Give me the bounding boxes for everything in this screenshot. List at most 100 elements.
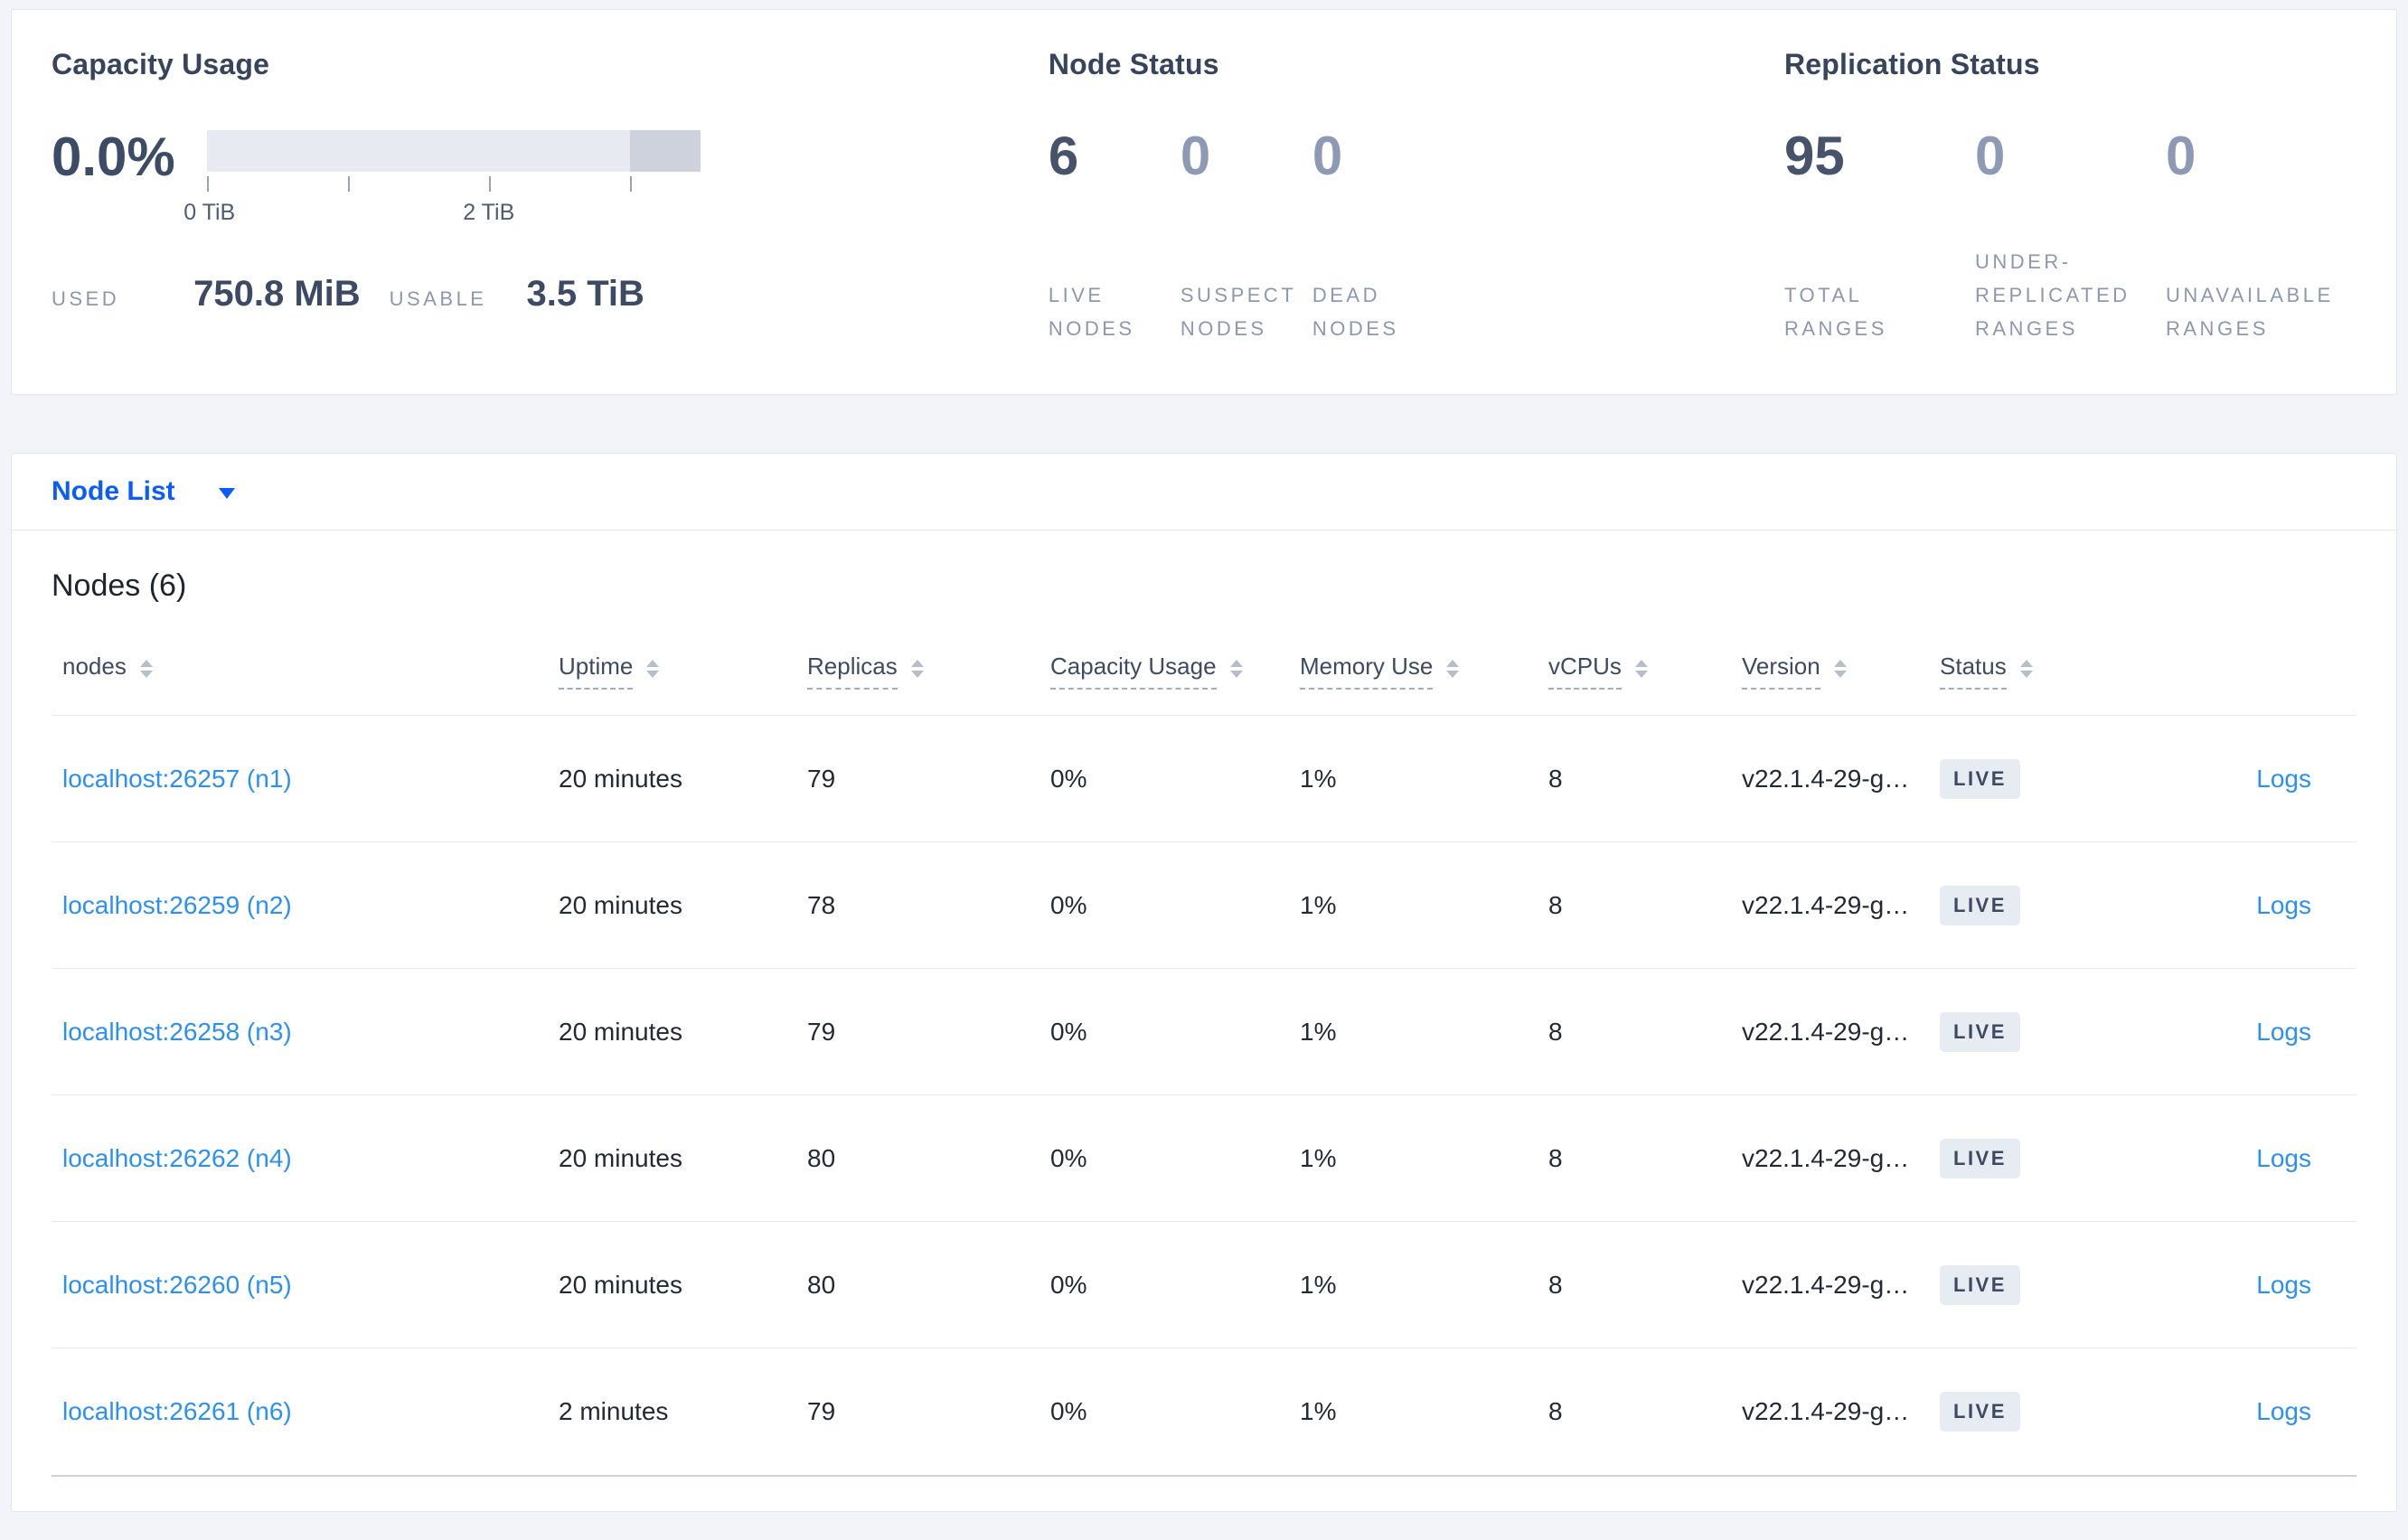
node-status-title: Node Status bbox=[1048, 48, 1219, 80]
node-cell: localhost:26261 (n6) bbox=[52, 1348, 548, 1475]
capacity-bar-chart: 0 TiB 2 TiB bbox=[183, 130, 701, 227]
usable-value: 3.5 TiB bbox=[526, 274, 644, 314]
capacity-usage-cell: 0% bbox=[1050, 1397, 1087, 1425]
logs-cell: Logs bbox=[2123, 1095, 2356, 1221]
dead-nodes-label: DEAD NODES bbox=[1312, 284, 1399, 340]
node-cell: localhost:26259 (n2) bbox=[52, 842, 548, 968]
logs-cell: Logs bbox=[2123, 842, 2356, 968]
unavailable-ranges-count: 0 bbox=[2166, 126, 2196, 186]
node-link[interactable]: localhost:26260 (n5) bbox=[62, 1270, 292, 1299]
column-header-version[interactable]: Version bbox=[1731, 627, 1929, 715]
node-cell: localhost:26262 (n4) bbox=[52, 1095, 548, 1221]
capacity-tick-label-0: 0 TiB bbox=[183, 200, 236, 225]
nodes-table-body: localhost:26257 (n1) 20 minutes 79 0% 1%… bbox=[52, 716, 2356, 1475]
node-link[interactable]: localhost:26257 (n1) bbox=[62, 764, 292, 793]
capacity-usage-cell: 0% bbox=[1050, 1017, 1087, 1046]
memory-use-cell: 1% bbox=[1300, 1143, 1337, 1172]
column-header-uptime[interactable]: Uptime bbox=[548, 627, 796, 715]
cluster-summary-panel: Capacity Usage 0.0% 0 TiB 2 TiB bbox=[11, 9, 2397, 395]
capacity-tick-label-2: 2 TiB bbox=[463, 200, 515, 225]
sort-icon[interactable] bbox=[1446, 659, 1460, 678]
node-link[interactable]: localhost:26262 (n4) bbox=[62, 1143, 292, 1172]
sort-icon[interactable] bbox=[646, 659, 660, 678]
suspect-nodes-label: SUSPECT NODES bbox=[1180, 284, 1296, 340]
cluster-overview-page: Capacity Usage 0.0% 0 TiB 2 TiB bbox=[0, 9, 2408, 1512]
capacity-usage-cell: 0% bbox=[1050, 1270, 1087, 1299]
column-header-logs-empty bbox=[2123, 627, 2356, 715]
version-cell: v22.1.4-29-g… bbox=[1742, 1397, 1910, 1425]
capacity-usage-cell: 0% bbox=[1050, 890, 1087, 919]
column-header-status[interactable]: Status bbox=[1929, 627, 2123, 715]
logs-link[interactable]: Logs bbox=[2256, 1017, 2311, 1046]
node-status-section: Node Status 6 LIVE NODES 0 SUSPECT NODES… bbox=[1049, 48, 1784, 394]
under-replicated-ranges-stat: 0 UNDER-REPLICATED RANGES bbox=[1975, 127, 2160, 345]
nodes-table: nodes Uptime Replicas Capacity Usage bbox=[52, 627, 2356, 1477]
node-list-dropdown[interactable]: Node List bbox=[12, 454, 2396, 531]
sort-icon[interactable] bbox=[910, 659, 924, 678]
vcpus-cell: 8 bbox=[1548, 1270, 1563, 1299]
replication-status-title: Replication Status bbox=[1784, 48, 2040, 80]
status-cell: LIVE bbox=[1929, 1348, 2123, 1475]
capacity-used-percent: 0.0% bbox=[52, 127, 175, 187]
logs-cell: Logs bbox=[2123, 1222, 2356, 1348]
table-row: localhost:26257 (n1) 20 minutes 79 0% 1%… bbox=[52, 716, 2356, 842]
replicas-cell: 78 bbox=[807, 890, 836, 919]
unavailable-ranges-label: UNAVAILABLE RANGES bbox=[2166, 284, 2334, 340]
logs-link[interactable]: Logs bbox=[2256, 1270, 2311, 1299]
status-badge: LIVE bbox=[1940, 758, 2020, 799]
sort-icon[interactable] bbox=[139, 659, 153, 678]
status-badge: LIVE bbox=[1940, 1392, 2020, 1432]
column-header-capacity-usage[interactable]: Capacity Usage bbox=[1039, 627, 1289, 715]
status-badge: LIVE bbox=[1940, 885, 2020, 925]
status-cell: LIVE bbox=[1929, 969, 2123, 1094]
version-cell: v22.1.4-29-g… bbox=[1742, 1017, 1910, 1046]
sort-icon[interactable] bbox=[2019, 659, 2033, 678]
status-cell: LIVE bbox=[1929, 716, 2123, 841]
replication-status-section: Replication Status 95 TOTAL RANGES 0 UND… bbox=[1784, 48, 2356, 394]
logs-cell: Logs bbox=[2123, 1348, 2356, 1475]
total-ranges-label: TOTAL RANGES bbox=[1784, 284, 1887, 340]
node-link[interactable]: localhost:26261 (n6) bbox=[62, 1397, 292, 1425]
uptime-cell: 2 minutes bbox=[559, 1397, 669, 1425]
nodes-heading: Nodes (6) bbox=[52, 568, 187, 603]
capacity-axis-labels: 0 TiB 2 TiB bbox=[183, 200, 701, 227]
uptime-cell: 20 minutes bbox=[559, 1017, 682, 1046]
unavailable-ranges-stat: 0 UNAVAILABLE RANGES bbox=[2166, 127, 2351, 345]
version-cell: v22.1.4-29-g… bbox=[1742, 764, 1910, 793]
nodes-section: Nodes (6) nodes Uptime Replicas bbox=[12, 568, 2396, 1477]
vcpus-cell: 8 bbox=[1548, 1017, 1563, 1046]
column-header-vcpus[interactable]: vCPUs bbox=[1538, 627, 1731, 715]
capacity-bar bbox=[207, 130, 701, 172]
column-header-memory-use[interactable]: Memory Use bbox=[1289, 627, 1538, 715]
node-link[interactable]: localhost:26259 (n2) bbox=[62, 890, 292, 919]
table-row: localhost:26262 (n4) 20 minutes 80 0% 1%… bbox=[52, 1095, 2356, 1222]
sort-icon[interactable] bbox=[1229, 659, 1243, 678]
logs-link[interactable]: Logs bbox=[2256, 890, 2311, 919]
replicas-cell: 80 bbox=[807, 1270, 836, 1299]
memory-use-cell: 1% bbox=[1300, 1017, 1337, 1046]
capacity-usage-title: Capacity Usage bbox=[52, 48, 270, 80]
capacity-used-usable-row: USED 750.8 MiB USABLE 3.5 TiB bbox=[52, 274, 1049, 315]
under-replicated-ranges-label: UNDER-REPLICATED RANGES bbox=[1975, 250, 2131, 340]
logs-link[interactable]: Logs bbox=[2256, 1397, 2311, 1425]
table-row: localhost:26260 (n5) 20 minutes 80 0% 1%… bbox=[52, 1222, 2356, 1348]
logs-link[interactable]: Logs bbox=[2256, 764, 2311, 793]
capacity-axis-ticks bbox=[207, 176, 701, 196]
column-header-replicas[interactable]: Replicas bbox=[796, 627, 1039, 715]
nodes-table-header: nodes Uptime Replicas Capacity Usage bbox=[52, 627, 2356, 716]
version-cell: v22.1.4-29-g… bbox=[1742, 1270, 1910, 1299]
suspect-nodes-stat: 0 SUSPECT NODES bbox=[1180, 127, 1312, 345]
capacity-usage-cell: 0% bbox=[1050, 1143, 1087, 1172]
used-label: USED bbox=[52, 287, 120, 310]
logs-link[interactable]: Logs bbox=[2256, 1143, 2311, 1172]
status-badge: LIVE bbox=[1940, 1011, 2020, 1052]
uptime-cell: 20 minutes bbox=[559, 1270, 682, 1299]
status-badge: LIVE bbox=[1940, 1264, 2020, 1305]
capacity-usage-cell: 0% bbox=[1050, 764, 1087, 793]
capacity-bar-reserved-segment bbox=[629, 130, 701, 172]
sort-icon[interactable] bbox=[1634, 659, 1648, 678]
column-header-nodes[interactable]: nodes bbox=[52, 627, 548, 715]
sort-icon[interactable] bbox=[1833, 659, 1847, 678]
node-link[interactable]: localhost:26258 (n3) bbox=[62, 1017, 292, 1046]
version-cell: v22.1.4-29-g… bbox=[1742, 890, 1910, 919]
